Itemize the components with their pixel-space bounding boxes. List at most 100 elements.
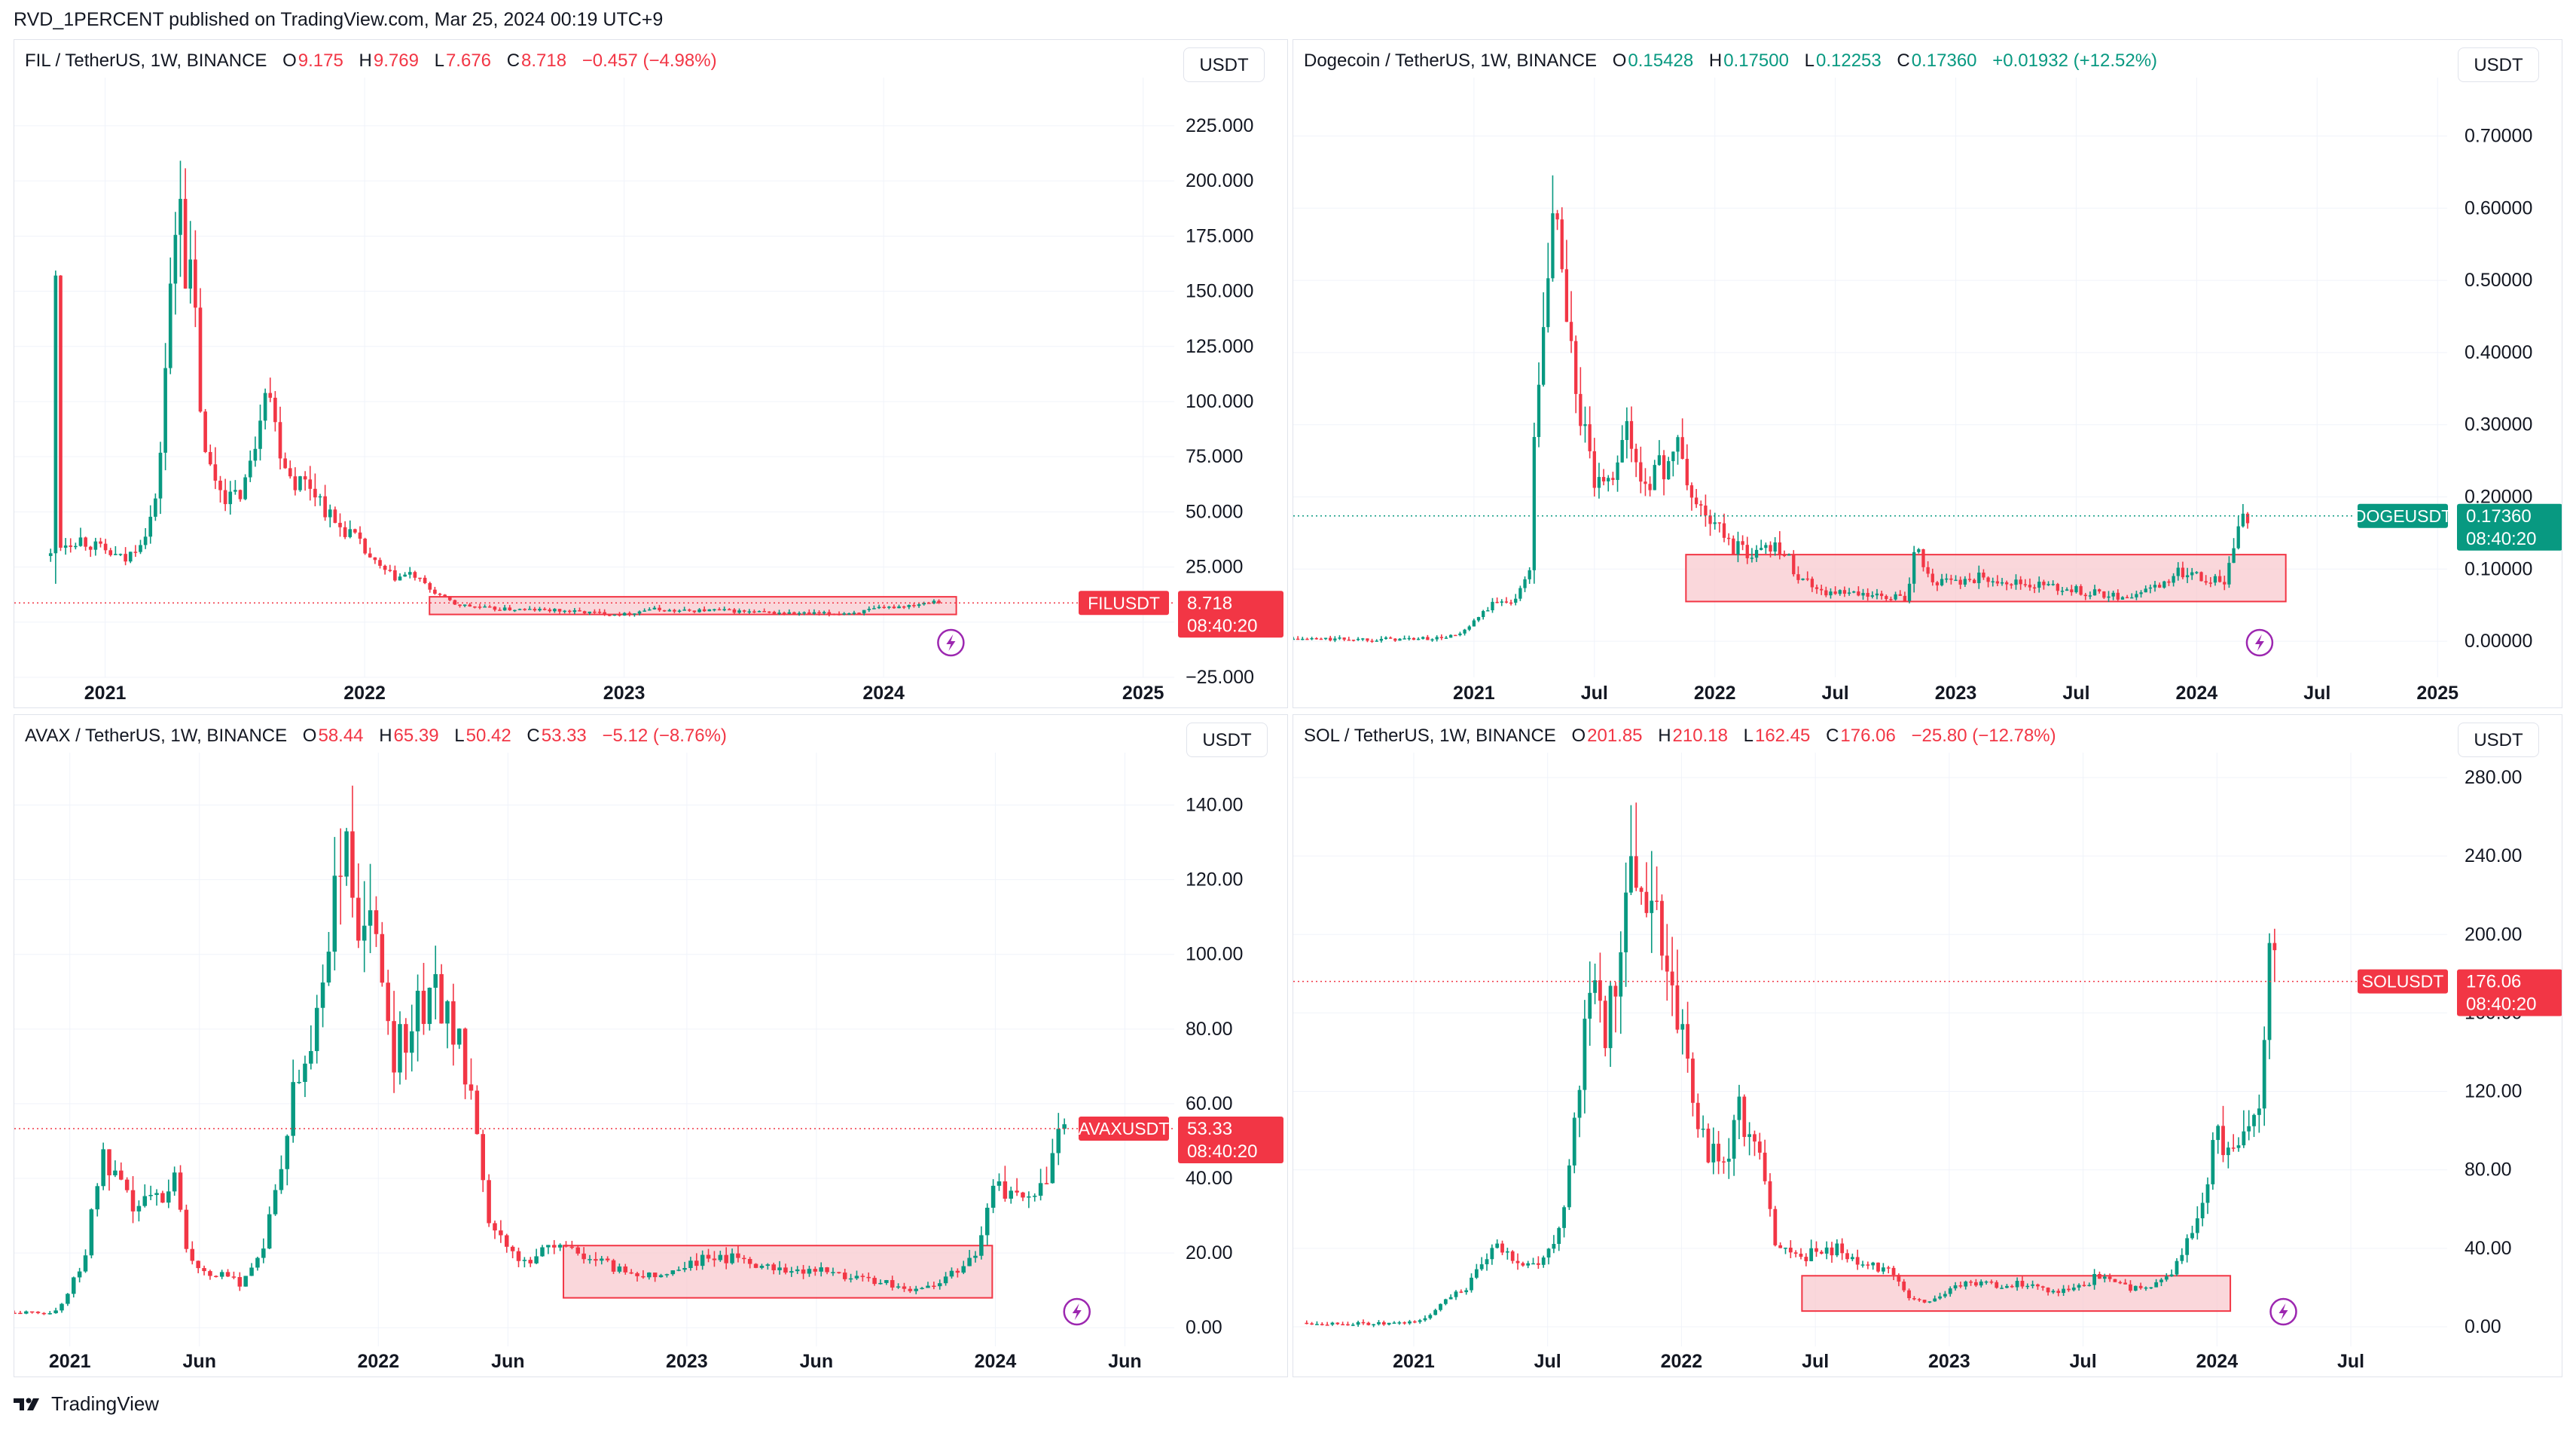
candle-body	[1583, 424, 1587, 426]
candle-body	[513, 610, 517, 612]
candle-body	[1814, 1248, 1818, 1252]
x-tick-label: 2023	[603, 683, 646, 704]
candle-body	[1949, 578, 1953, 580]
y-tick-label: 0.70000	[2465, 125, 2532, 146]
candle-body	[163, 368, 167, 453]
candle-body	[1773, 542, 1777, 552]
chart-svg: 0.00 20.00 40.00 60.00 80.00 100.00 120.00 140.…	[14, 753, 1283, 1372]
candle-body	[890, 1280, 895, 1288]
candle-body	[107, 1149, 111, 1175]
candle-body	[2262, 1040, 2266, 1109]
candle-body	[1855, 1257, 1860, 1265]
candle-body	[1958, 1285, 1963, 1287]
candle-body	[2217, 576, 2222, 582]
candle-body	[18, 1312, 23, 1315]
candle-body	[2092, 1274, 2097, 1285]
candle-body	[607, 615, 612, 616]
candle-body	[483, 606, 487, 608]
candle-body	[629, 1272, 633, 1274]
candle-body	[2010, 1285, 2014, 1288]
candle-body	[273, 1190, 278, 1215]
symbol-title: AVAX / TetherUS, 1W, BINANCE	[25, 726, 288, 746]
candle-body	[926, 1285, 930, 1288]
candle-body	[2195, 1218, 2199, 1233]
candle-body	[148, 516, 153, 537]
candle-body	[133, 552, 138, 553]
chart-panel-doge: 0.00000 0.10000 0.20000 0.30000 0.40000 0.500…	[1293, 39, 2562, 708]
candle-body	[782, 613, 786, 614]
candle-body	[95, 1186, 100, 1210]
candle-body	[984, 1207, 990, 1236]
ohlc-legend: SOL / TetherUS, 1W, BINANCE O201.85 H210…	[1304, 726, 2056, 746]
candle-body	[1788, 1247, 1793, 1253]
candle-body	[1448, 1297, 1453, 1300]
y-tick-label: 100.00	[1186, 944, 1243, 965]
candle-body	[1689, 485, 1694, 498]
candle-body	[633, 613, 636, 615]
candle-body	[772, 612, 777, 614]
open-value: 201.85	[1587, 726, 1643, 746]
candle-body	[1537, 384, 1541, 438]
candle-body	[308, 479, 313, 489]
candle-body	[2088, 595, 2092, 597]
candle-body	[932, 600, 936, 603]
countdown-label: 08:40:20	[2466, 995, 2536, 1015]
candle-body	[1361, 638, 1365, 640]
candle-body	[1377, 1322, 1381, 1325]
candle-body	[358, 532, 362, 539]
candle-body	[113, 1170, 118, 1175]
candle-body	[383, 565, 387, 570]
publish-info: RVD_1PERCENT published on TradingView.co…	[14, 9, 664, 30]
candle-body	[313, 488, 317, 498]
candle-body	[2159, 1279, 2163, 1282]
currency-unit-button[interactable]: USDT	[2458, 723, 2539, 757]
candle-body	[268, 393, 273, 398]
candle-body	[722, 609, 726, 611]
currency-unit-button[interactable]: USDT	[1186, 723, 1268, 757]
candle-body	[736, 1253, 740, 1258]
change-value: −25.80 (−12.78%)	[1911, 726, 2056, 746]
candle-body	[2148, 587, 2153, 589]
candle-body	[1426, 637, 1430, 640]
x-tick-label: Jul	[1802, 1351, 1829, 1372]
candle-body	[1801, 578, 1805, 580]
last-price-label: 0.17360	[2466, 506, 2532, 527]
candle-body	[1597, 477, 1601, 488]
candle-body	[48, 553, 53, 556]
candle-body	[797, 613, 801, 615]
candle-body	[1886, 1267, 1891, 1269]
candle-body	[2005, 1285, 2009, 1288]
candle-body	[2181, 567, 2185, 578]
candle-body	[1398, 638, 1402, 641]
candle-body	[1842, 590, 1847, 594]
candle-body	[2144, 1287, 2148, 1289]
candle-body	[142, 1196, 148, 1206]
candle-body	[922, 603, 926, 605]
candle-body	[258, 420, 262, 449]
currency-unit-button[interactable]: USDT	[1183, 47, 1265, 82]
candle-body	[2000, 1288, 2004, 1289]
candle-body	[1412, 1321, 1417, 1323]
currency-unit-button[interactable]: USDT	[2458, 47, 2539, 82]
candle-body	[160, 1193, 165, 1203]
candle-body	[1845, 1253, 1849, 1260]
candle-body	[2167, 581, 2171, 583]
candle-body	[2116, 592, 2120, 600]
candle-body	[108, 550, 113, 555]
candle-body	[1560, 219, 1564, 270]
candle-body	[2025, 1285, 2030, 1288]
candle-body	[807, 612, 811, 614]
candle-body	[1943, 1294, 1947, 1297]
x-tick-label: 2025	[1122, 683, 1164, 704]
candle-body	[60, 1303, 64, 1311]
candle-body	[707, 609, 712, 612]
candle-body	[1885, 596, 1888, 600]
candle-body	[458, 604, 462, 607]
candle-body	[2175, 1260, 2179, 1275]
y-tick-label: 0.60000	[2465, 197, 2532, 218]
candle-body	[1625, 420, 1628, 441]
candle-body	[393, 570, 397, 581]
candle-body	[687, 610, 691, 611]
candle-body	[1379, 639, 1384, 641]
x-tick-label: Jul	[2337, 1351, 2364, 1372]
